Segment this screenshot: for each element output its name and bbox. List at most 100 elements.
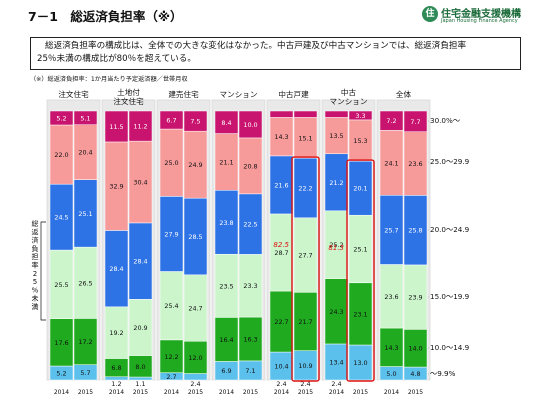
year-label: 2014 (329, 389, 344, 396)
data-label: 20.9 (133, 324, 147, 332)
bar-segment (183, 110, 208, 132)
data-label: 8.0 (135, 363, 145, 371)
data-label: 25.0 (164, 159, 178, 167)
category-label: 建売住宅 (149, 90, 219, 99)
year-label: 2015 (353, 389, 368, 396)
year-label: 2015 (298, 389, 313, 396)
legend-label: 15.0～19.9 (430, 292, 470, 301)
page-title: 7－1 総返済負担率（※） (28, 9, 183, 24)
year-label: 2015 (408, 389, 423, 396)
bar-segment (403, 110, 428, 133)
data-label: 7.1 (245, 367, 255, 375)
legend-label: 20.0～24.9 (430, 225, 470, 234)
highlight-label: 82.5 (273, 241, 289, 249)
data-label: 22.0 (54, 151, 68, 159)
data-label: 4.8 (410, 370, 420, 378)
bar-segment (348, 110, 373, 121)
y-axis-label-char: 返 (32, 228, 39, 236)
category-label-line: マンション (219, 90, 258, 99)
data-label: 22.5 (243, 221, 257, 229)
data-label: 23.6 (408, 160, 422, 168)
legend-label: ～9.9% (430, 369, 456, 378)
category-label-line: 土地付 (117, 88, 140, 97)
data-label: 21.2 (329, 179, 343, 187)
logo-text-jp: 住宅金融支援機構 (441, 9, 521, 20)
category-label: 土地付 注文住宅 (94, 88, 164, 106)
bar-segment (128, 110, 153, 142)
data-label: 7.5 (190, 118, 200, 126)
logo: 住 住宅金融支援機構 Japan Housing Finance Agency (422, 5, 544, 27)
data-label: 24.3 (329, 308, 343, 316)
data-label: 10.0 (243, 121, 257, 129)
data-label: 2.4 (300, 380, 310, 388)
category-label-line: 中古戸建 (278, 90, 309, 99)
data-label: 3.3 (355, 112, 365, 120)
y-axis-label-char: 5 (33, 278, 37, 286)
data-label: 25.4 (164, 302, 178, 310)
data-label: 23.8 (219, 219, 233, 227)
data-label: 24.7 (188, 305, 202, 313)
data-label: 20.4 (78, 149, 92, 157)
y-axis-label-char: 率 (32, 261, 39, 270)
data-label: 5.2 (56, 114, 66, 122)
category-label: 中古 マンション (314, 88, 384, 106)
data-label: 16.4 (219, 336, 233, 344)
bar-segment (73, 110, 98, 125)
data-label: 20.8 (243, 162, 257, 170)
data-label: 15.3 (353, 137, 367, 145)
data-label: 22.7 (274, 318, 288, 326)
data-label: 28.7 (274, 249, 288, 257)
highlight-label: 81.3 (328, 244, 344, 252)
data-label: 14.3 (274, 133, 288, 141)
data-label: 24.1 (384, 159, 398, 167)
data-label: 5.0 (386, 370, 396, 378)
data-label: 25.2 (329, 241, 343, 249)
data-label: 2.4 (331, 380, 341, 388)
year-label: 2014 (274, 389, 289, 396)
data-label: 5.2 (56, 370, 66, 378)
data-label: 25.8 (408, 227, 422, 235)
y-axis-label-char: 2 (33, 270, 37, 278)
y-axis-label-char: % (32, 286, 39, 294)
year-label: 2015 (243, 389, 258, 396)
bar-segment (49, 110, 74, 126)
data-label: 25.7 (384, 226, 398, 234)
y-axis-label-char: 満 (32, 303, 39, 311)
data-label: 23.1 (353, 310, 367, 318)
data-label: 32.9 (109, 183, 123, 191)
data-label: 24.5 (54, 214, 68, 222)
data-label: 15.1 (298, 134, 312, 142)
data-label: 25.1 (353, 246, 367, 254)
y-axis-label-char: 済 (32, 236, 39, 245)
data-label: 13.5 (329, 132, 343, 140)
year-label: 2014 (109, 389, 124, 396)
data-label: 17.2 (78, 338, 92, 346)
data-label: 28.4 (133, 258, 147, 266)
data-label: 23.9 (408, 294, 422, 302)
data-label: 25.5 (54, 281, 68, 289)
legend-label: 30.0%～ (430, 116, 460, 125)
data-label: 12.2 (164, 353, 178, 361)
data-label: 5.1 (80, 114, 90, 122)
summary-line-2: 25％未満の構成比が80％を超えている。 (37, 54, 196, 64)
data-label: 11.5 (109, 123, 123, 131)
logo-icon: 住 (422, 6, 438, 22)
y-axis-label-char: 担 (32, 252, 39, 261)
data-label: 1.2 (111, 380, 121, 388)
data-label: 2.7 (166, 373, 176, 381)
year-label: 2014 (219, 389, 234, 396)
data-label: 27.7 (298, 252, 312, 260)
data-label: 13.0 (353, 359, 367, 367)
year-label: 2014 (384, 389, 399, 396)
bar-segment (269, 110, 294, 118)
data-label: 20.1 (353, 185, 367, 193)
year-label: 2015 (78, 389, 93, 396)
data-label: 27.9 (164, 230, 178, 238)
data-label: 28.5 (188, 233, 202, 241)
data-label: 16.3 (243, 335, 257, 343)
logo-text-en: Japan Housing Finance Agency (441, 18, 518, 24)
data-label: 6.8 (111, 364, 121, 372)
highlight-frame (291, 156, 320, 382)
definition-note: （※）総返済負担率：1か月当たり予定返済額／世帯月収 (30, 76, 188, 83)
bar-segment (214, 110, 239, 134)
